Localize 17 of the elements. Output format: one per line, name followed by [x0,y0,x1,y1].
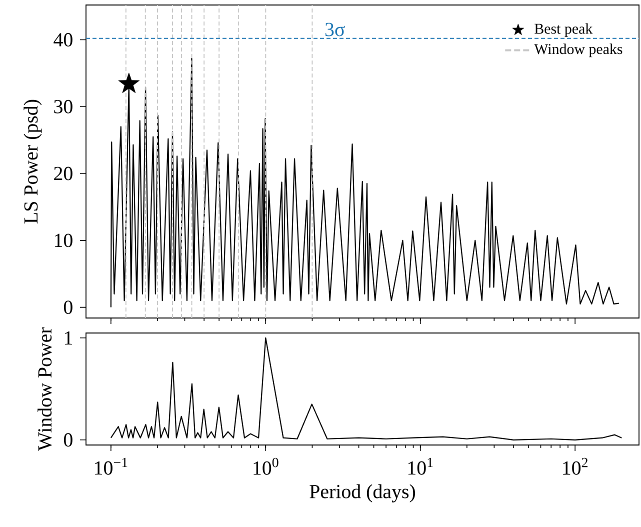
y-tick-label: 10 [54,234,72,248]
y-tick-label: 40 [54,33,72,46]
ref-line-label: 3σ [325,22,345,36]
x-tick-label: 10$^{1}$ [408,458,433,475]
y-tick-label: 0 [64,433,72,447]
y-tick-label: 1 [64,331,72,344]
y-tick-label: 20 [54,166,72,180]
legend-label: Window peaks [534,44,622,58]
y-axis-title: LS Power (psd) [24,100,42,224]
x-tick-label: 10$^{2}$ [563,458,588,475]
x-tick-label: 10$^{−1}$ [95,458,128,475]
x-axis-title: Period (days) [310,484,416,502]
x-tick-label: 10$^{0}$ [254,458,278,475]
legend-label: Best peak [534,23,593,37]
y-axis-title: Window Power [38,327,52,451]
y-tick-label: 0 [64,300,72,314]
y-tick-label: 30 [54,100,72,114]
